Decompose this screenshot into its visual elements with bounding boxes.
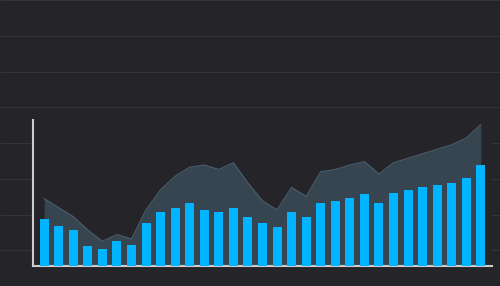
Bar <box>127 245 136 266</box>
Bar <box>389 193 398 266</box>
Bar <box>142 223 150 266</box>
Bar <box>346 198 354 266</box>
Bar <box>462 178 471 266</box>
Bar <box>374 203 384 266</box>
Bar <box>272 227 281 266</box>
Bar <box>98 249 107 266</box>
Bar <box>316 203 325 266</box>
Bar <box>432 185 442 266</box>
Bar <box>84 246 92 266</box>
Bar <box>302 217 310 266</box>
Bar <box>404 190 412 266</box>
Bar <box>418 187 427 266</box>
Bar <box>156 212 165 266</box>
Bar <box>447 183 456 266</box>
Bar <box>200 210 209 266</box>
Bar <box>214 212 224 266</box>
Bar <box>229 208 238 266</box>
Bar <box>476 165 486 266</box>
Bar <box>112 241 122 266</box>
Bar <box>185 203 194 266</box>
Bar <box>244 217 252 266</box>
Bar <box>54 226 63 266</box>
Bar <box>170 208 179 266</box>
Bar <box>331 201 340 266</box>
Bar <box>287 212 296 266</box>
Bar <box>68 230 78 266</box>
Bar <box>40 219 48 266</box>
Bar <box>360 194 369 266</box>
Bar <box>258 223 267 266</box>
